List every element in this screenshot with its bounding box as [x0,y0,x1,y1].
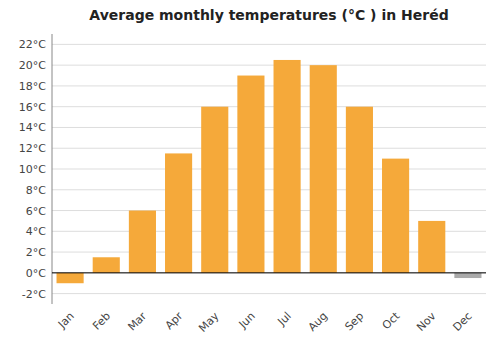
x-tick-label: Aug [306,310,330,334]
y-tick-label: 22°C [19,38,46,51]
chart-container: Average monthly temperatures (°C ) in He… [0,0,500,350]
grid-line [52,106,486,107]
y-tick-label: 18°C [19,80,46,93]
bar [165,153,192,272]
y-tick-label: 4°C [26,225,46,238]
grid-line [52,127,486,128]
grid-line [52,169,486,170]
grid-line [52,272,486,273]
grid-line [52,189,486,190]
title: Average monthly temperatures (°C ) in He… [89,7,448,23]
bar [129,211,156,273]
x-tick-label: Jun [236,310,258,332]
x-tick-label: Jan [55,310,77,332]
grid-line [52,148,486,149]
baseline [52,272,486,273]
bar [310,65,337,273]
y-tick-label: 8°C [26,184,46,197]
x-tick-label: Dec [450,310,474,334]
bar [346,107,373,273]
grid [52,44,486,293]
grid-line [52,65,486,66]
y-tick-label: 20°C [19,59,46,72]
y-tick-label: 0°C [26,267,46,280]
chart-svg: Average monthly temperatures (°C ) in He… [0,0,500,350]
bar [274,60,301,273]
x-tick-label: Nov [414,309,439,334]
grid-line [52,44,486,45]
bar [237,76,264,273]
y-tick-label: 10°C [19,163,46,176]
y-tick-label: 16°C [19,101,46,114]
bar [201,107,228,273]
y-tick-label: -2°C [22,288,46,301]
grid-line [52,293,486,294]
x-tick-label: Feb [90,310,113,333]
y-tick-label: 14°C [19,121,46,134]
y-tick-label: 6°C [26,205,46,218]
y-axis: -2°C 0°C 2°C 4°C 6°C 8°C 10°C 12°C 14°C 16°C 18°C 2… [19,34,52,304]
bar [57,273,84,283]
x-tick-label: Apr [163,309,186,332]
x-tick-label: Oct [380,309,403,332]
x-tick-label: Jul [275,310,294,329]
bar [93,257,120,273]
grid-line [52,85,486,86]
bars [57,60,482,283]
y-tick-label: 12°C [19,142,46,155]
grid-line [52,210,486,211]
y-tick-label: 2°C [26,246,46,259]
y-axis-line [52,34,53,304]
x-tick-label: Mar [125,309,149,333]
x-axis: Jan Feb Mar Apr May Jun Jul Aug Sep Oct Nov Dec [55,309,475,335]
bar [382,159,409,273]
bar [418,221,445,273]
x-tick-label: Sep [342,310,366,334]
x-tick-label: May [196,309,222,335]
bar [454,273,481,278]
